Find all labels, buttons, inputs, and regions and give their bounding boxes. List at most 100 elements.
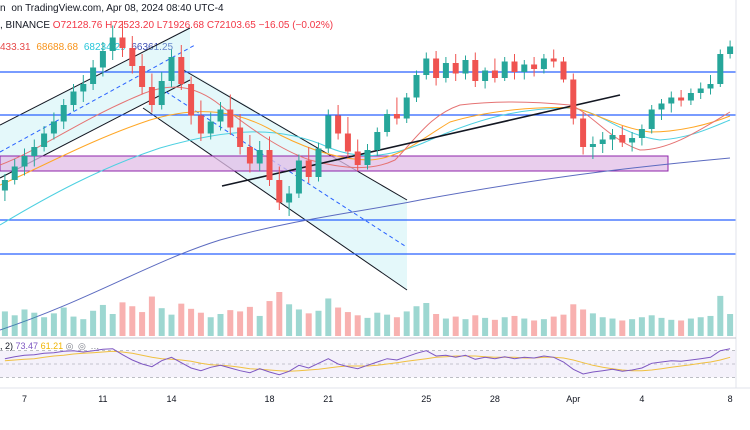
volume-bar (452, 316, 459, 336)
candle-body[interactable] (433, 58, 440, 79)
candle-body[interactable] (60, 105, 67, 122)
header-prefix: n (0, 3, 6, 14)
volume-bar (178, 303, 185, 336)
candle-body[interactable] (413, 75, 420, 98)
candle-body[interactable] (188, 84, 195, 116)
candle-body[interactable] (384, 114, 391, 132)
candle-body[interactable] (491, 70, 498, 79)
candle-body[interactable] (364, 150, 371, 165)
rsi-header-icons[interactable]: ◎ ◎ … (65, 341, 101, 351)
candle-body[interactable] (237, 127, 244, 148)
candle-body[interactable] (31, 147, 38, 156)
candle-body[interactable] (472, 60, 479, 81)
candle-body[interactable] (511, 61, 518, 73)
volume-bar (609, 318, 616, 336)
candle-body[interactable] (678, 97, 685, 101)
volume-group (1, 292, 734, 336)
volume-bar (295, 309, 302, 336)
candle-body[interactable] (70, 91, 77, 106)
candle-body[interactable] (697, 88, 704, 94)
volume-bar (648, 315, 655, 336)
candle-body[interactable] (442, 63, 449, 78)
candle-body[interactable] (482, 70, 489, 82)
candle-body[interactable] (295, 160, 302, 194)
candle-body[interactable] (629, 138, 636, 143)
volume-bar (246, 306, 253, 336)
candle-body[interactable] (580, 118, 587, 148)
candle-body[interactable] (1, 180, 8, 191)
candle-body[interactable] (207, 121, 214, 134)
candle-body[interactable] (139, 66, 146, 87)
candle-body[interactable] (266, 150, 273, 180)
candle-body[interactable] (531, 64, 538, 70)
candle-body[interactable] (648, 109, 655, 130)
candle-body[interactable] (668, 97, 675, 104)
time-axis[interactable]: 7 11 14 18 21 25 28 Apr 4 8 (22, 394, 733, 404)
candle-body[interactable] (727, 46, 734, 55)
candle-body[interactable] (393, 114, 400, 119)
candle-body[interactable] (276, 180, 283, 203)
candle-body[interactable] (560, 61, 567, 80)
candle-body[interactable] (403, 97, 410, 119)
volume-bar (433, 314, 440, 336)
candle-body[interactable] (197, 115, 204, 134)
candle-body[interactable] (80, 84, 87, 92)
price-axis-strip[interactable] (736, 0, 750, 388)
candle-body[interactable] (638, 129, 645, 138)
volume-bar (678, 320, 685, 336)
candle-body[interactable] (344, 133, 351, 152)
candle-body[interactable] (335, 115, 342, 134)
rising-trendline[interactable] (221, 94, 621, 187)
candle-body[interactable] (501, 61, 508, 79)
ohlc-row: , BINANCE O72128.76 H72523.20 L71926.68 … (0, 20, 333, 31)
candle-body[interactable] (315, 148, 322, 178)
candle-body[interactable] (521, 64, 528, 73)
volume-bar (99, 304, 106, 336)
candle-body[interactable] (227, 109, 234, 128)
ma1-value: 433.31 (0, 42, 31, 53)
candle-body[interactable] (658, 103, 665, 110)
candle-body[interactable] (246, 147, 253, 164)
candle-body[interactable] (41, 133, 48, 148)
volume-bar (335, 307, 342, 336)
candle-body[interactable] (374, 132, 381, 150)
volume-bar (668, 319, 675, 336)
candle-body[interactable] (609, 135, 616, 140)
candle-body[interactable] (286, 193, 293, 203)
candle-body[interactable] (11, 166, 18, 181)
candle-body[interactable] (687, 93, 694, 101)
candle-body[interactable] (148, 87, 155, 105)
candle-body[interactable] (129, 48, 136, 66)
candle-body[interactable] (452, 63, 459, 74)
candle-body[interactable] (50, 121, 57, 134)
candle-body[interactable] (21, 156, 28, 167)
candle-body[interactable] (325, 115, 332, 149)
candle-body[interactable] (168, 57, 175, 81)
candle-body[interactable] (707, 84, 714, 89)
candle-body[interactable] (305, 160, 312, 178)
volume-bar (550, 316, 557, 336)
candle-body[interactable] (589, 144, 596, 147)
candle-body[interactable] (158, 81, 165, 105)
candle-body[interactable] (178, 57, 185, 84)
demand-zone[interactable] (0, 155, 669, 172)
candle-body[interactable] (717, 54, 724, 84)
candle-body[interactable] (570, 79, 577, 119)
candle-body[interactable] (90, 67, 97, 85)
candle-body[interactable] (119, 37, 126, 49)
candle-body[interactable] (599, 139, 606, 145)
candle-body[interactable] (462, 60, 469, 74)
volume-bar (374, 312, 381, 336)
volume-bar (384, 314, 391, 336)
candle-body[interactable] (540, 58, 547, 70)
candle-body[interactable] (354, 151, 361, 166)
candle-body[interactable] (423, 58, 430, 76)
candle-body[interactable] (619, 135, 626, 143)
candle-body[interactable] (217, 109, 224, 122)
candle-body[interactable] (99, 51, 106, 68)
candle-body[interactable] (550, 58, 557, 62)
rsi-levels (0, 350, 736, 378)
candle-body[interactable] (109, 37, 116, 52)
candle-body[interactable] (256, 150, 263, 164)
